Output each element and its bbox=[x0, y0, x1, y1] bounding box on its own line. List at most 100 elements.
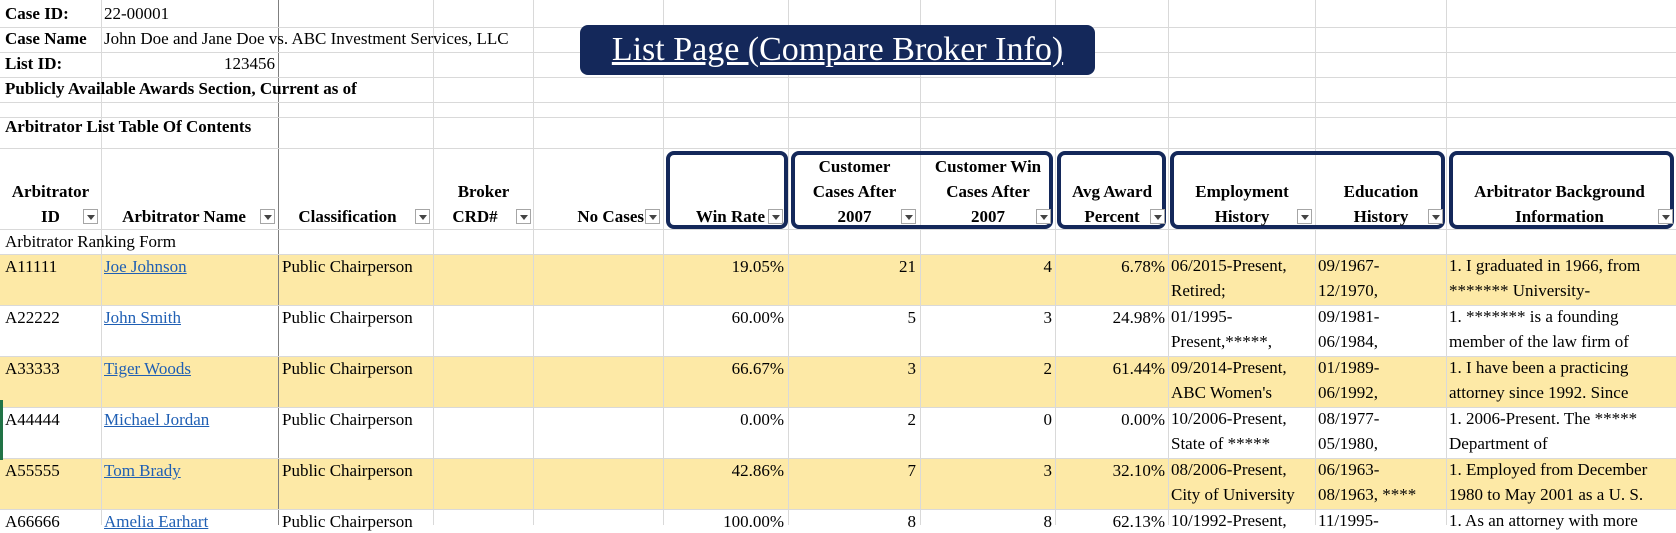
cell-customer-win[interactable]: 4 bbox=[1043, 257, 1053, 276]
filter-dropdown-icon[interactable] bbox=[415, 209, 430, 224]
cell-avg-award[interactable]: 62.13% bbox=[1112, 512, 1165, 531]
row-band bbox=[0, 458, 1676, 509]
cell-avg-award[interactable]: 0.00% bbox=[1121, 410, 1165, 429]
filter-dropdown-icon[interactable] bbox=[1150, 209, 1165, 224]
list-id-label: List ID: bbox=[5, 54, 63, 73]
cell-background-info-line1: 1. I graduated in 1966, from bbox=[1449, 256, 1641, 275]
filter-dropdown-icon[interactable] bbox=[768, 209, 783, 224]
arbitrator-name-link[interactable]: Amelia Earhart bbox=[104, 512, 209, 531]
filter-dropdown-icon[interactable] bbox=[1297, 209, 1312, 224]
cell-education-history[interactable]: 09/1967- 12/1970, bbox=[1318, 253, 1446, 303]
cell-employment-history-line2: City of University bbox=[1171, 485, 1295, 504]
filter-dropdown-icon[interactable] bbox=[1658, 209, 1673, 224]
cell-arbitrator-name[interactable]: Joe Johnson bbox=[104, 257, 274, 277]
arbitrator-name-link[interactable]: Michael Jordan bbox=[104, 410, 210, 429]
cell-employment-history[interactable]: 10/1992-Present, bbox=[1171, 508, 1315, 533]
arbitrator-name-link[interactable]: John Smith bbox=[104, 308, 181, 327]
cell-classification[interactable]: Public Chairperson bbox=[282, 461, 413, 480]
cell-background-info-line1: 1. As an attorney with more bbox=[1449, 511, 1638, 530]
cell-win-rate[interactable]: 66.67% bbox=[731, 359, 784, 378]
cell-classification[interactable]: Public Chairperson bbox=[282, 410, 413, 429]
cell-arbitrator-id[interactable]: A44444 bbox=[5, 410, 60, 429]
cell-employment-history[interactable]: 10/2006-Present, State of ***** bbox=[1171, 406, 1315, 456]
cell-customer-win[interactable]: 3 bbox=[1043, 461, 1053, 480]
cell-arbitrator-name[interactable]: Tom Brady bbox=[104, 461, 274, 481]
cell-win-rate[interactable]: 60.00% bbox=[731, 308, 784, 327]
cell-arbitrator-name[interactable]: Amelia Earhart bbox=[104, 512, 274, 532]
cell-employment-history[interactable]: 08/2006-Present, City of University bbox=[1171, 457, 1315, 507]
cell-background-info[interactable]: 1. I have been a practicing attorney sinc… bbox=[1449, 355, 1676, 405]
cell-avg-award[interactable]: 24.98% bbox=[1112, 308, 1165, 327]
cell-education-history-line1: 11/1995- bbox=[1318, 511, 1379, 530]
highlight-box-win-rate bbox=[666, 151, 788, 229]
cell-customer-win[interactable]: 8 bbox=[1043, 512, 1053, 531]
cell-arbitrator-name[interactable]: John Smith bbox=[104, 308, 274, 328]
cell-education-history[interactable]: 09/1981- 06/1984, bbox=[1318, 304, 1446, 354]
cell-employment-history[interactable]: 01/1995- Present,*****, bbox=[1171, 304, 1315, 354]
cell-customer-win[interactable]: 2 bbox=[1043, 359, 1053, 378]
cell-customer-cases[interactable]: 3 bbox=[907, 359, 917, 378]
cell-classification[interactable]: Public Chairperson bbox=[282, 512, 413, 531]
cell-arbitrator-name[interactable]: Michael Jordan bbox=[104, 410, 274, 430]
cell-arbitrator-id[interactable]: A55555 bbox=[5, 461, 60, 480]
cell-arbitrator-name[interactable]: Tiger Woods bbox=[104, 359, 274, 379]
filter-dropdown-icon[interactable] bbox=[260, 209, 275, 224]
filter-dropdown-icon[interactable] bbox=[516, 209, 531, 224]
filter-dropdown-icon[interactable] bbox=[901, 209, 916, 224]
arbitrator-name-link[interactable]: Tiger Woods bbox=[104, 359, 191, 378]
filter-dropdown-icon[interactable] bbox=[83, 209, 98, 224]
case-id-value[interactable]: 22-00001 bbox=[104, 4, 170, 23]
header-classification: Classification bbox=[298, 207, 397, 226]
cell-education-history-line2: 06/1992, bbox=[1318, 383, 1378, 402]
filter-dropdown-icon[interactable] bbox=[1428, 209, 1443, 224]
cell-employment-history[interactable]: 09/2014-Present, ABC Women's bbox=[1171, 355, 1315, 405]
cell-classification[interactable]: Public Chairperson bbox=[282, 257, 413, 276]
cell-background-info[interactable]: 1. As an attorney with more bbox=[1449, 508, 1676, 533]
cell-avg-award[interactable]: 6.78% bbox=[1121, 257, 1165, 276]
filter-dropdown-icon[interactable] bbox=[1036, 209, 1051, 224]
case-name-value[interactable]: John Doe and Jane Doe vs. ABC Investment… bbox=[104, 29, 509, 48]
cell-education-history[interactable]: 08/1977- 05/1980, bbox=[1318, 406, 1446, 456]
cell-employment-history-line1: 06/2015-Present, bbox=[1171, 256, 1287, 275]
header-avg-award-line2: Percent bbox=[1084, 207, 1140, 226]
cell-arbitrator-id[interactable]: A22222 bbox=[5, 308, 60, 327]
cell-background-info[interactable]: 1. I graduated in 1966, from ******* Univ… bbox=[1449, 253, 1676, 303]
cell-customer-cases[interactable]: 7 bbox=[907, 461, 917, 480]
cell-background-info[interactable]: 1. Employed from December 1980 to May 200… bbox=[1449, 457, 1676, 507]
cell-customer-win[interactable]: 0 bbox=[1043, 410, 1053, 429]
cell-win-rate[interactable]: 19.05% bbox=[731, 257, 784, 276]
cell-customer-win[interactable]: 3 bbox=[1043, 308, 1053, 327]
cell-education-history[interactable]: 06/1963- 08/1963, **** bbox=[1318, 457, 1446, 507]
cell-avg-award[interactable]: 32.10% bbox=[1112, 461, 1165, 480]
cell-win-rate[interactable]: 100.00% bbox=[723, 512, 784, 531]
cell-avg-award[interactable]: 61.44% bbox=[1112, 359, 1165, 378]
toc-title[interactable]: Arbitrator List Table Of Contents bbox=[5, 117, 252, 136]
cell-customer-cases[interactable]: 8 bbox=[907, 512, 917, 531]
cell-background-info[interactable]: 1. 2006-Present. The ***** Department of bbox=[1449, 406, 1676, 456]
cell-employment-history-line1: 09/2014-Present, bbox=[1171, 358, 1287, 377]
ranking-form-label[interactable]: Arbitrator Ranking Form bbox=[5, 232, 176, 251]
arbitrator-name-link[interactable]: Joe Johnson bbox=[104, 257, 187, 276]
header-avg-award-line1: Avg Award bbox=[1071, 182, 1153, 201]
cell-background-info[interactable]: 1. ******* is a founding member of the la… bbox=[1449, 304, 1676, 354]
page-banner[interactable]: List Page (Compare Broker Info) bbox=[580, 25, 1095, 75]
cell-win-rate[interactable]: 42.86% bbox=[731, 461, 784, 480]
cell-arbitrator-id[interactable]: A11111 bbox=[5, 257, 58, 276]
cell-education-history-line1: 08/1977- bbox=[1318, 409, 1380, 428]
arbitrator-name-link[interactable]: Tom Brady bbox=[104, 461, 181, 480]
cell-education-history[interactable]: 11/1995- bbox=[1318, 508, 1446, 533]
cell-arbitrator-id[interactable]: A66666 bbox=[5, 512, 60, 531]
list-id-value[interactable]: 123456 bbox=[224, 54, 275, 73]
cell-customer-cases[interactable]: 5 bbox=[907, 308, 917, 327]
cell-win-rate[interactable]: 0.00% bbox=[740, 410, 784, 429]
cell-customer-cases[interactable]: 2 bbox=[907, 410, 917, 429]
cell-arbitrator-id[interactable]: A33333 bbox=[5, 359, 60, 378]
cell-employment-history[interactable]: 06/2015-Present, Retired; bbox=[1171, 253, 1315, 303]
filter-dropdown-icon[interactable] bbox=[645, 209, 660, 224]
cell-customer-cases[interactable]: 21 bbox=[899, 257, 916, 276]
cell-classification[interactable]: Public Chairperson bbox=[282, 359, 413, 378]
cell-education-history[interactable]: 01/1989- 06/1992, bbox=[1318, 355, 1446, 405]
cell-classification[interactable]: Public Chairperson bbox=[282, 308, 413, 327]
highlight-box-customer-cases bbox=[791, 151, 1053, 229]
cell-employment-history-line2: Present,*****, bbox=[1171, 332, 1273, 351]
